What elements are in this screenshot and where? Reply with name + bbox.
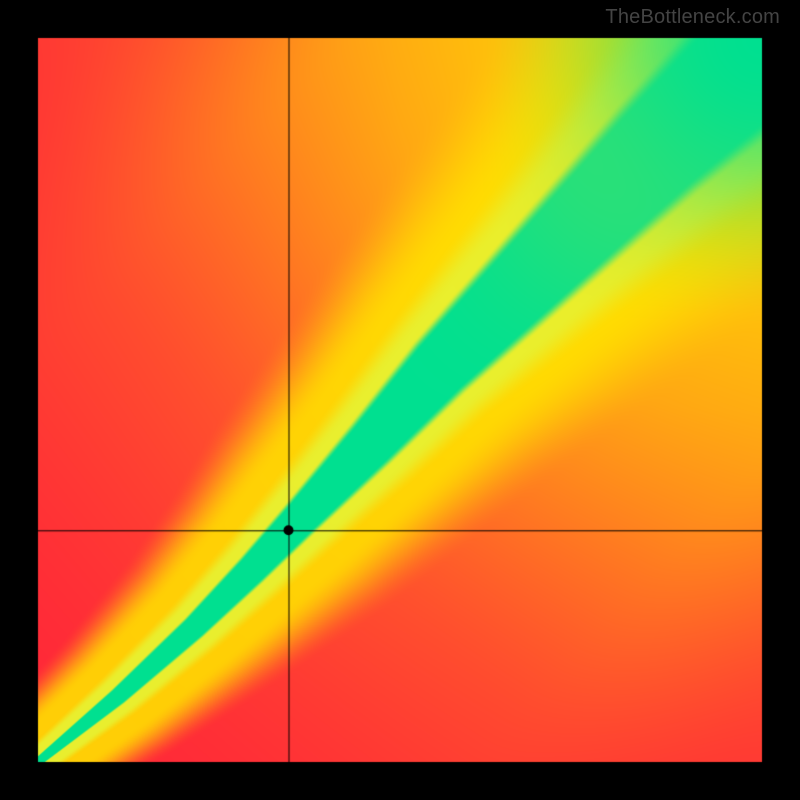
watermark-text: TheBottleneck.com — [605, 6, 780, 29]
bottleneck-heatmap — [0, 0, 800, 800]
chart-container: TheBottleneck.com — [0, 0, 800, 800]
